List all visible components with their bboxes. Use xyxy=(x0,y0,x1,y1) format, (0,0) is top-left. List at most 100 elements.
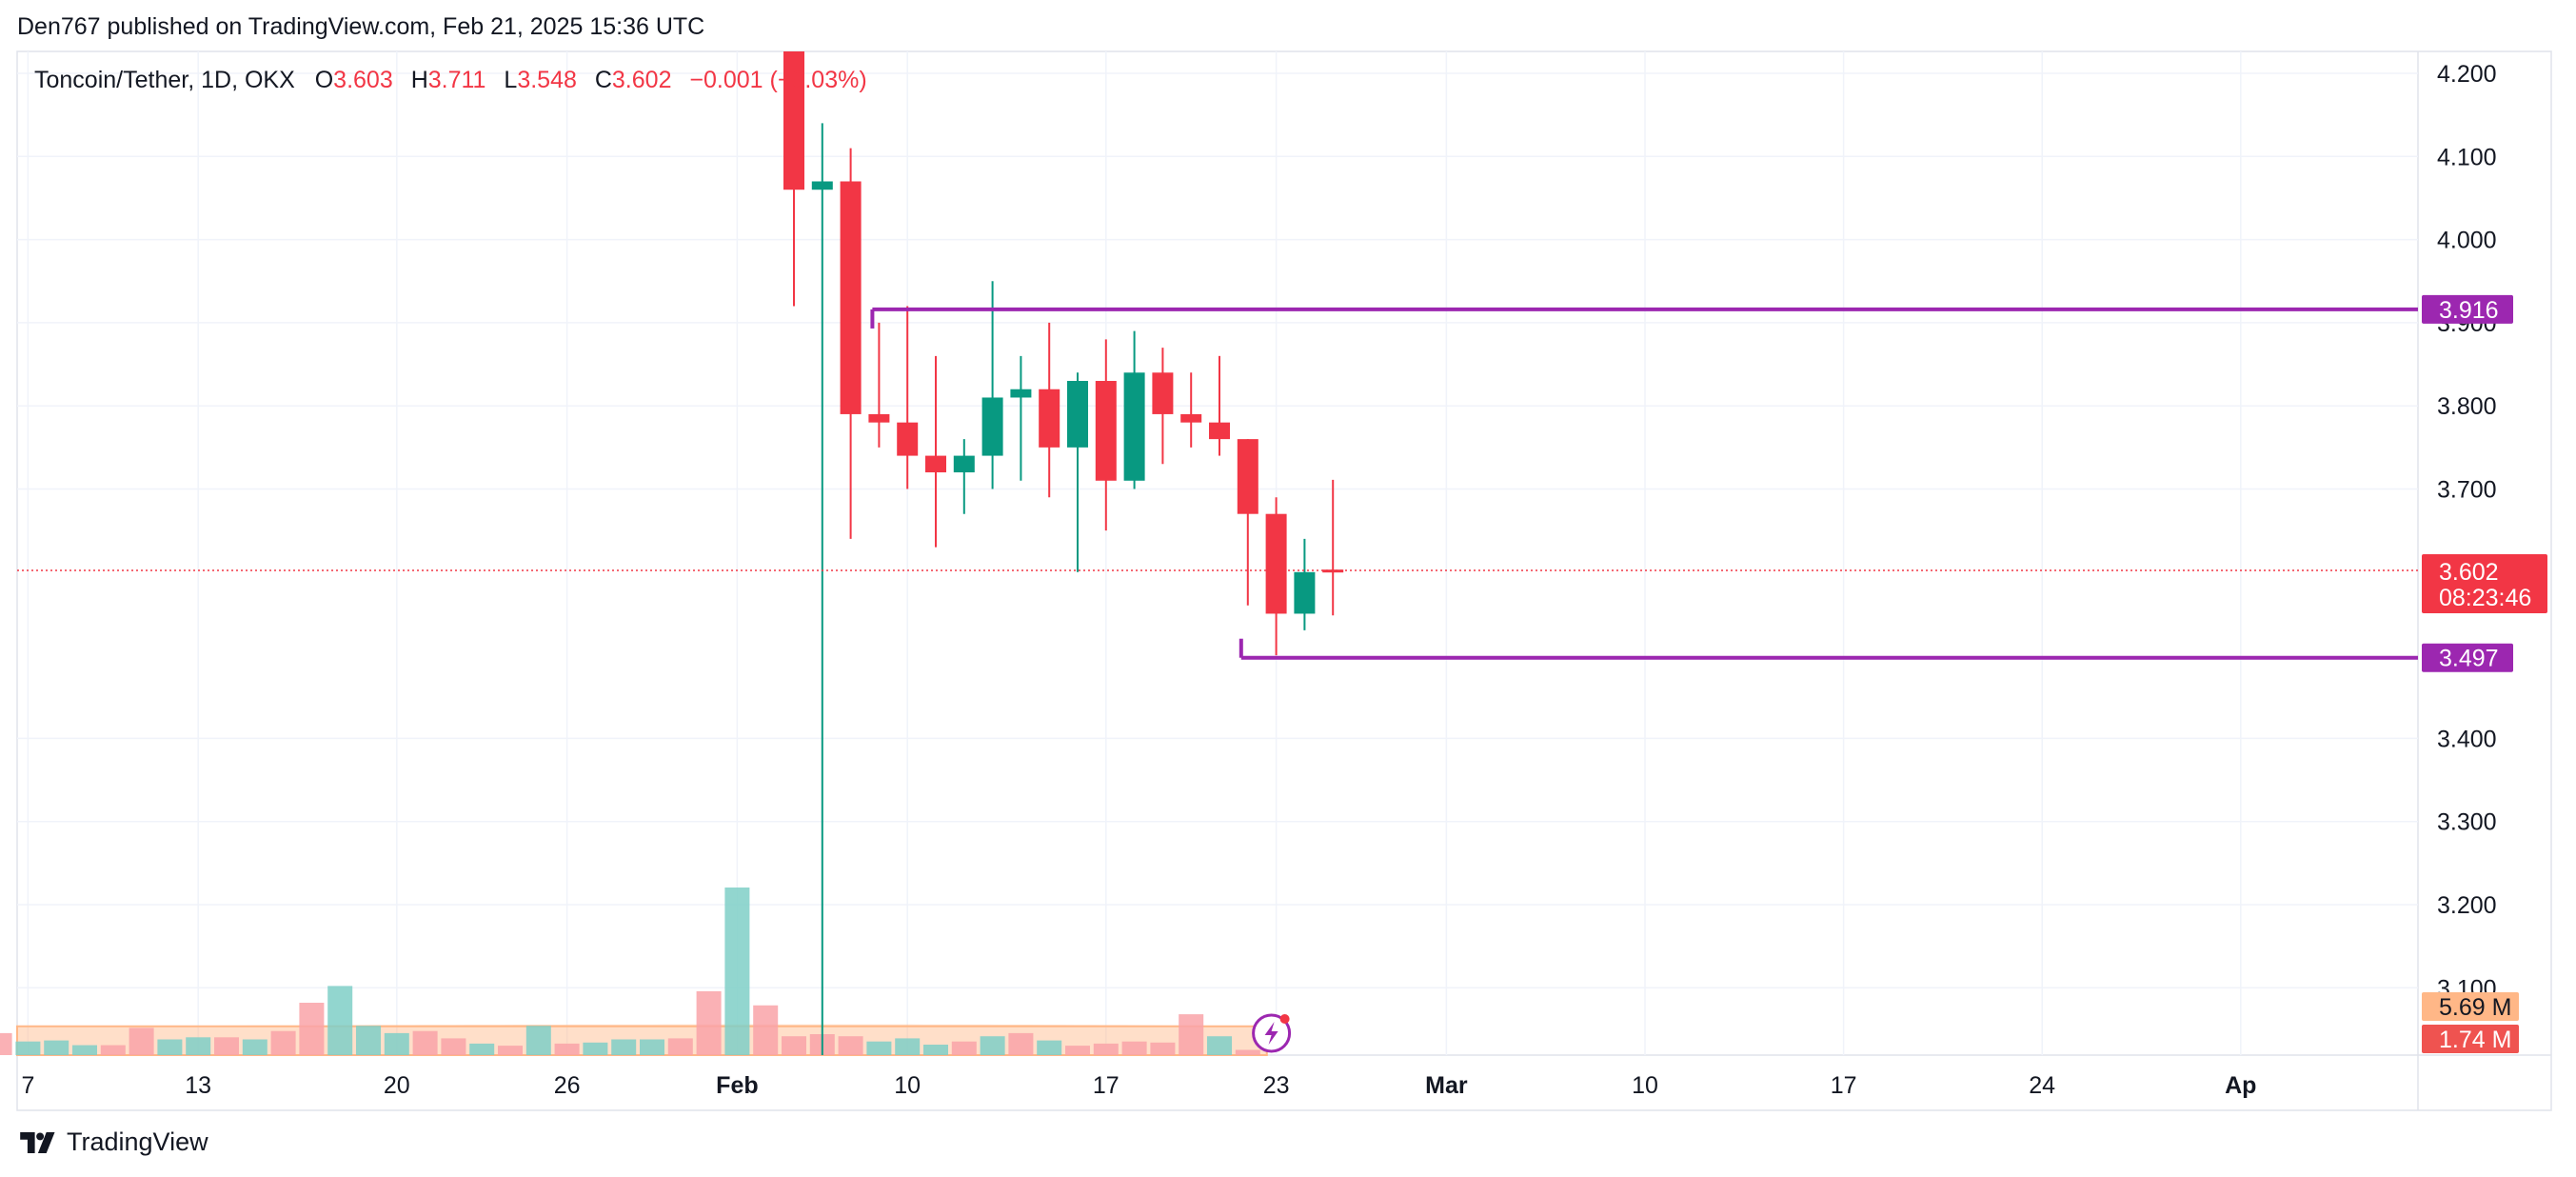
x-tick-label: 10 xyxy=(894,1072,921,1099)
candle-body xyxy=(953,455,975,473)
last-price-tag xyxy=(2422,554,2547,614)
volume-bar xyxy=(270,1030,296,1055)
candle xyxy=(925,355,946,548)
low-label: L xyxy=(504,67,518,93)
volume-bar xyxy=(384,1032,409,1055)
volume-bar xyxy=(1150,1042,1176,1055)
y-tick-label: 3.700 xyxy=(2437,477,2497,504)
volume-bar xyxy=(1065,1046,1090,1055)
candle-body xyxy=(1180,413,1202,423)
volume-bar xyxy=(327,986,353,1055)
x-tick-label: 7 xyxy=(21,1072,34,1099)
x-tick-label: Ap xyxy=(2225,1072,2256,1099)
candle xyxy=(1010,355,1032,481)
last-price-label: 3.602 xyxy=(2439,559,2499,586)
volume-bar xyxy=(186,1037,211,1055)
chart-frame xyxy=(16,50,2552,1111)
high-label: H xyxy=(410,67,428,93)
x-tick-label: 17 xyxy=(1831,1072,1857,1099)
volume-bar xyxy=(100,1045,126,1055)
volume-bar xyxy=(753,1005,779,1055)
level-price-tag xyxy=(2422,643,2513,672)
volume-bar xyxy=(157,1039,183,1055)
volume-bar xyxy=(469,1043,495,1055)
candle xyxy=(1237,439,1258,606)
volume-bar xyxy=(554,1043,580,1055)
candle-body xyxy=(1067,381,1088,448)
candle xyxy=(868,322,890,448)
candle xyxy=(1322,479,1344,616)
candle-body xyxy=(1209,422,1230,440)
x-tick-label: 20 xyxy=(384,1072,410,1099)
x-tick-label: 24 xyxy=(2029,1072,2055,1099)
brand-name: TradingView xyxy=(67,1127,208,1156)
volume-bar xyxy=(1179,1014,1204,1055)
volume-bar xyxy=(611,1039,637,1055)
change-value: −0.001 (−0.03%) xyxy=(689,67,867,93)
close-label: C xyxy=(594,67,612,93)
volume-bar xyxy=(866,1041,892,1055)
candle-body xyxy=(1237,439,1258,514)
volume-bar xyxy=(214,1037,239,1055)
candle xyxy=(1265,497,1287,656)
candle-body xyxy=(1095,381,1117,481)
chart-overlays xyxy=(17,307,2418,1053)
candle xyxy=(1180,372,1202,448)
volume-bar xyxy=(72,1045,97,1055)
x-tick-label: 26 xyxy=(554,1072,581,1099)
x-tick-label: 17 xyxy=(1093,1072,1120,1099)
x-tick-label: 23 xyxy=(1263,1072,1290,1099)
x-tick-label: Mar xyxy=(1425,1072,1468,1099)
y-tick-label: 3.200 xyxy=(2437,892,2497,919)
candle xyxy=(953,439,975,514)
open-label: O xyxy=(314,67,334,93)
candle-body xyxy=(1322,569,1344,573)
volume-bar xyxy=(1207,1036,1232,1055)
volume-bar xyxy=(441,1038,466,1055)
candle-body xyxy=(811,181,833,190)
volume-bar xyxy=(0,1032,12,1055)
volume-bar xyxy=(951,1041,977,1055)
volume-bar xyxy=(838,1036,863,1055)
x-tick-label: Feb xyxy=(716,1072,758,1099)
volume-bar xyxy=(1093,1043,1119,1055)
x-tick-label: 10 xyxy=(1632,1072,1658,1099)
candle xyxy=(981,281,1003,489)
volume-bar xyxy=(356,1026,381,1055)
volume-bar xyxy=(1121,1041,1147,1055)
volume-bar xyxy=(895,1038,921,1055)
volume-bar xyxy=(525,1026,551,1055)
y-tick-label: 4.100 xyxy=(2437,144,2497,170)
candle-body xyxy=(1294,571,1316,614)
candle-body xyxy=(981,397,1003,456)
tradingview-brand[interactable]: TradingView xyxy=(19,1127,208,1157)
candle xyxy=(897,306,919,489)
candle-body xyxy=(1265,513,1287,614)
candle-body xyxy=(840,181,862,414)
volume-bar xyxy=(724,888,750,1055)
y-tick-label: 3.800 xyxy=(2437,393,2497,420)
volume-bar xyxy=(1008,1032,1034,1055)
tradingview-logo-icon xyxy=(20,1131,55,1153)
volume-ma-label: 5.69 M xyxy=(2439,994,2511,1021)
candle xyxy=(1067,372,1088,572)
candle-body xyxy=(1039,389,1060,448)
chart-grid xyxy=(16,50,2552,1111)
volume-bar xyxy=(129,1027,154,1055)
volume-bar xyxy=(923,1045,948,1055)
level-price-tag xyxy=(2422,294,2513,324)
volume-bar xyxy=(242,1039,268,1055)
volume-bar xyxy=(696,990,722,1055)
volume-bar xyxy=(782,1036,806,1055)
candle xyxy=(1095,339,1117,531)
volume-bar xyxy=(583,1042,608,1055)
lightning-icon[interactable] xyxy=(1252,1013,1292,1053)
level-price-label: 3.497 xyxy=(2439,646,2499,672)
low-value: 3.548 xyxy=(517,67,577,93)
y-tick-label: 3.300 xyxy=(2437,809,2497,836)
y-tick-label: 3.400 xyxy=(2437,726,2497,752)
candle-body xyxy=(868,413,890,423)
publish-info: Den767 published on TradingView.com, Feb… xyxy=(17,13,705,40)
volume-bar xyxy=(1037,1040,1062,1055)
